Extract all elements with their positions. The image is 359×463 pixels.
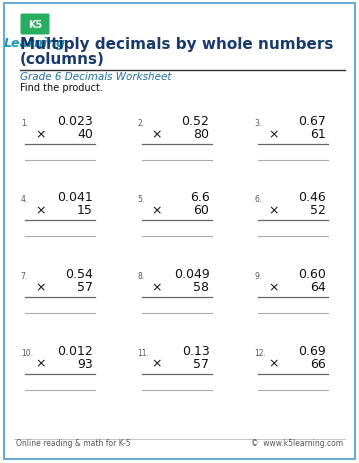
- Text: Multiply decimals by whole numbers: Multiply decimals by whole numbers: [20, 37, 334, 52]
- Text: Grade 6 Decimals Worksheet: Grade 6 Decimals Worksheet: [20, 72, 172, 82]
- Text: Find the product.: Find the product.: [20, 83, 103, 93]
- Text: ©  www.k5learning.com: © www.k5learning.com: [251, 438, 343, 447]
- Text: ×: ×: [35, 357, 45, 370]
- Text: 40: 40: [77, 128, 93, 141]
- Text: 66: 66: [311, 357, 326, 370]
- Text: 0.049: 0.049: [174, 268, 210, 281]
- Text: 6.6: 6.6: [190, 191, 210, 204]
- Text: 0.13: 0.13: [182, 344, 210, 357]
- Text: 57: 57: [194, 357, 210, 370]
- Text: 3.: 3.: [254, 119, 261, 128]
- Text: 57: 57: [77, 281, 93, 294]
- Text: 0.52: 0.52: [182, 115, 210, 128]
- Text: 58: 58: [194, 281, 210, 294]
- Text: 6.: 6.: [254, 195, 261, 204]
- Text: ×: ×: [151, 357, 162, 370]
- Text: ×: ×: [268, 204, 279, 217]
- Text: K5: K5: [28, 20, 42, 30]
- Text: ×: ×: [268, 281, 279, 294]
- Text: Online reading & math for K-5: Online reading & math for K-5: [16, 438, 131, 447]
- Text: 11.: 11.: [137, 348, 149, 357]
- Text: 80: 80: [194, 128, 210, 141]
- Text: ×: ×: [35, 281, 45, 294]
- FancyBboxPatch shape: [20, 14, 50, 36]
- Text: 12.: 12.: [254, 348, 266, 357]
- Text: 52: 52: [310, 204, 326, 217]
- Text: 64: 64: [311, 281, 326, 294]
- Text: 0.69: 0.69: [298, 344, 326, 357]
- Text: ×: ×: [268, 128, 279, 141]
- Text: ×: ×: [35, 128, 45, 141]
- Text: 0.023: 0.023: [57, 115, 93, 128]
- Text: 7.: 7.: [21, 271, 28, 281]
- Text: 61: 61: [311, 128, 326, 141]
- Text: 0.041: 0.041: [57, 191, 93, 204]
- Text: 9.: 9.: [254, 271, 261, 281]
- Text: ×: ×: [151, 204, 162, 217]
- Text: 0.012: 0.012: [57, 344, 93, 357]
- Text: 15: 15: [77, 204, 93, 217]
- Text: 0.46: 0.46: [298, 191, 326, 204]
- Text: ×: ×: [151, 281, 162, 294]
- Text: Learning: Learning: [4, 38, 66, 50]
- Text: 10.: 10.: [21, 348, 33, 357]
- Text: 0.54: 0.54: [65, 268, 93, 281]
- Text: 0.67: 0.67: [298, 115, 326, 128]
- Text: 1.: 1.: [21, 119, 28, 128]
- Text: 93: 93: [77, 357, 93, 370]
- Text: 8.: 8.: [137, 271, 145, 281]
- Text: 5.: 5.: [137, 195, 145, 204]
- Text: 60: 60: [194, 204, 210, 217]
- Text: ×: ×: [35, 204, 45, 217]
- Text: ×: ×: [151, 128, 162, 141]
- Text: 0.60: 0.60: [298, 268, 326, 281]
- Text: 4.: 4.: [21, 195, 28, 204]
- Text: ×: ×: [268, 357, 279, 370]
- Text: 2.: 2.: [137, 119, 145, 128]
- Text: (columns): (columns): [20, 52, 105, 67]
